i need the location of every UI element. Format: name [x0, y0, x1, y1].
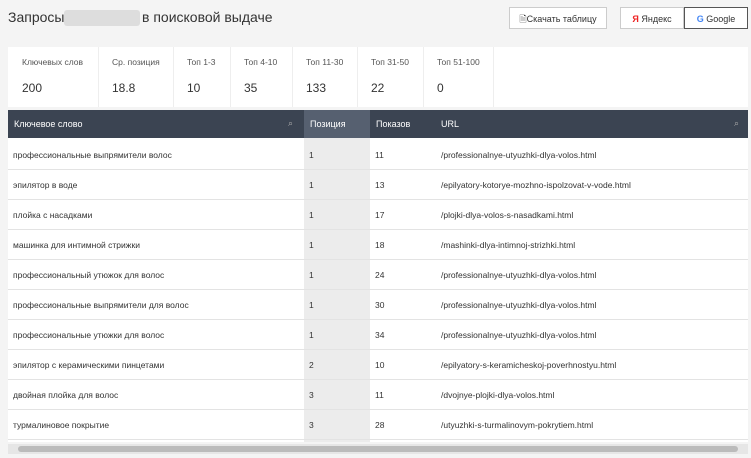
- download-button[interactable]: 🗎Скачать таблицу: [509, 7, 607, 29]
- table-cell: машинка для интимной стрижки: [13, 240, 140, 250]
- stats-panel: Ключевых слов 200 Ср. позиция 18.8 Топ 1-3 10…: [8, 47, 748, 107]
- stat-value: 133: [306, 81, 327, 95]
- table-cell: профессиональные утюжки для волос: [13, 330, 165, 340]
- row-divider: [8, 289, 748, 290]
- stat-value: 18.8: [112, 81, 136, 95]
- table-cell: 1: [309, 240, 314, 250]
- table-cell: 1: [309, 270, 314, 280]
- row-divider: [8, 229, 748, 230]
- table-cell: /professionalnye-utyuzhki-dlya-volos.htm…: [441, 300, 597, 310]
- stat-label: Топ 4-10: [244, 57, 278, 67]
- table-cell: 2: [309, 360, 314, 370]
- table-cell: 1: [309, 180, 314, 190]
- scrollbar[interactable]: [8, 444, 748, 454]
- table-cell: эпилятор в воде: [13, 180, 78, 190]
- stat-label: Топ 1-3: [187, 57, 216, 67]
- table-cell: 3: [309, 390, 314, 400]
- column-header[interactable]: Ключевое слово: [14, 119, 83, 129]
- table-cell: профессиональные выпрямители для волос: [13, 300, 189, 310]
- stat-divider: [173, 47, 174, 107]
- stat-value: 10: [187, 81, 201, 95]
- table-cell: /professionalnye-utyuzhki-dlya-volos.htm…: [441, 330, 597, 340]
- column-header[interactable]: Показов: [376, 119, 411, 129]
- button-label: Google: [706, 14, 736, 24]
- row-divider: [8, 259, 748, 260]
- table-cell: 1: [309, 330, 314, 340]
- stat-divider: [357, 47, 358, 107]
- stat-value: 35: [244, 81, 258, 95]
- table-cell: эпилятор с керамическими пинцетами: [13, 360, 165, 370]
- stat-label: Ср. позиция: [112, 57, 160, 67]
- button-label: Скачать таблицу: [526, 14, 597, 24]
- blurred-site: [64, 10, 140, 26]
- header-row: [8, 110, 748, 138]
- table-cell: 13: [375, 180, 385, 190]
- table-cell: 1: [309, 150, 314, 160]
- stat-label: Топ 11-30: [306, 57, 344, 67]
- row-divider: [8, 169, 748, 170]
- title-end: в поисковой выдаче: [142, 9, 273, 25]
- table-cell: 28: [375, 420, 385, 430]
- table-cell: профессиональные выпрямители волос: [13, 150, 172, 160]
- table-cell: двойная плойка для волос: [13, 390, 119, 400]
- table: Ключевое слово Позиция Показов URL ⌕ ⌕ професс…: [8, 110, 748, 442]
- table-cell: 1: [309, 210, 314, 220]
- stat-value: 0: [437, 81, 444, 95]
- table-cell: /epilyatory-s-keramicheskoj-poverhnostyu…: [441, 360, 617, 370]
- table-cell: /professionalnye-utyuzhki-dlya-volos.htm…: [441, 270, 597, 280]
- stat-label: Топ 51-100: [437, 57, 480, 67]
- position-column: [304, 110, 370, 138]
- row-divider: [8, 379, 748, 380]
- table-cell: 34: [375, 330, 385, 340]
- column-header[interactable]: Позиция: [310, 119, 346, 129]
- stat-label: Топ 31-50: [371, 57, 409, 67]
- stat-divider: [292, 47, 293, 107]
- search-icon[interactable]: ⌕: [288, 118, 294, 128]
- row-divider: [8, 349, 748, 350]
- position-shade: [304, 138, 370, 442]
- table-cell: 11: [375, 150, 384, 160]
- table-cell: плойка с насадками: [13, 210, 93, 220]
- table-cell: 11: [375, 390, 384, 400]
- table-cell: /utyuzhki-s-turmalinovym-pokrytiem.html: [441, 420, 594, 430]
- table-cell: 24: [375, 270, 385, 280]
- row-divider: [8, 199, 748, 200]
- yandex-button[interactable]: Я Яндекс: [620, 7, 684, 29]
- title-start: Запросы: [8, 9, 65, 25]
- stat-value: 22: [371, 81, 385, 95]
- table-cell: /mashinki-dlya-intimnoj-strizhki.html: [441, 240, 576, 250]
- stat-divider: [493, 47, 494, 107]
- table-cell: 1: [309, 300, 314, 310]
- button-label: Яндекс: [641, 14, 672, 24]
- table-cell: /epilyatory-kotorye-mozhno-ispolzovat-v-…: [441, 180, 631, 190]
- table-cell: /professionalnye-utyuzhki-dlya-volos.htm…: [441, 150, 597, 160]
- row-divider: [8, 409, 748, 410]
- row-divider: [8, 319, 748, 320]
- row-divider: [8, 439, 748, 440]
- stat-divider: [230, 47, 231, 107]
- table-cell: турмалиновое покрытие: [13, 420, 110, 430]
- stat-value: 200: [22, 81, 43, 95]
- table-cell: /plojki-dlya-volos-s-nasadkami.html: [441, 210, 574, 220]
- stat-label: Ключевых слов: [22, 57, 84, 67]
- table-cell: /dvojnye-plojki-dlya-volos.html: [441, 390, 555, 400]
- table-cell: 10: [375, 360, 385, 370]
- stat-divider: [423, 47, 424, 107]
- table-cell: 30: [375, 300, 385, 310]
- table-cell: профессиональный утюжок для волос: [13, 270, 165, 280]
- google-button[interactable]: G Google: [684, 7, 748, 29]
- stat-divider: [98, 47, 99, 107]
- search-icon[interactable]: ⌕: [734, 118, 740, 128]
- table-cell: 18: [375, 240, 385, 250]
- column-header[interactable]: URL: [441, 119, 460, 129]
- table-cell: 3: [309, 420, 314, 430]
- table-cell: 17: [375, 210, 385, 220]
